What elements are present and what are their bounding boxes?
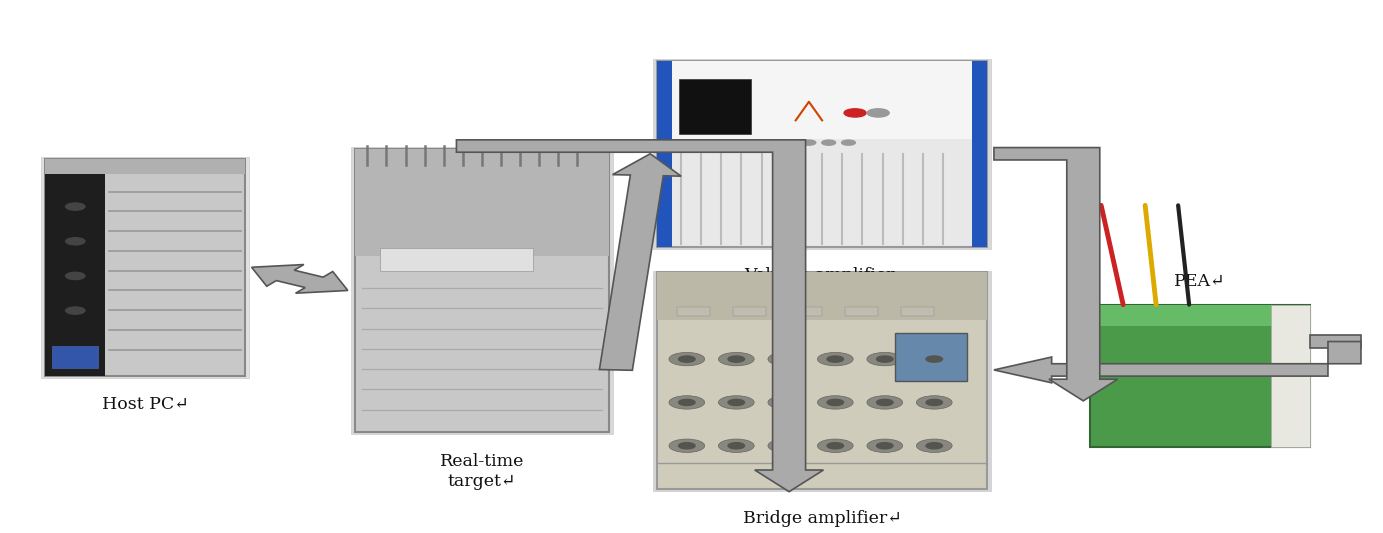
Circle shape	[669, 395, 705, 409]
FancyBboxPatch shape	[657, 272, 987, 320]
Circle shape	[877, 443, 893, 449]
Polygon shape	[599, 154, 680, 370]
Circle shape	[679, 356, 696, 362]
FancyBboxPatch shape	[672, 61, 972, 139]
Circle shape	[727, 399, 744, 406]
Circle shape	[817, 352, 853, 366]
Circle shape	[917, 439, 952, 453]
FancyBboxPatch shape	[354, 149, 609, 432]
FancyBboxPatch shape	[1090, 305, 1310, 326]
Circle shape	[817, 439, 853, 453]
Circle shape	[65, 307, 84, 314]
Circle shape	[669, 439, 705, 453]
FancyBboxPatch shape	[676, 307, 709, 316]
Circle shape	[827, 443, 844, 449]
Text: Real-time
target↵: Real-time target↵	[440, 453, 524, 490]
Circle shape	[822, 140, 835, 145]
Circle shape	[877, 399, 893, 406]
Circle shape	[917, 395, 952, 409]
FancyBboxPatch shape	[46, 159, 245, 174]
Circle shape	[679, 443, 696, 449]
Circle shape	[65, 203, 84, 210]
FancyBboxPatch shape	[657, 272, 987, 489]
Circle shape	[777, 356, 794, 362]
FancyBboxPatch shape	[350, 147, 613, 434]
Circle shape	[917, 352, 952, 366]
Circle shape	[783, 140, 797, 145]
FancyBboxPatch shape	[653, 271, 992, 491]
FancyBboxPatch shape	[657, 61, 987, 247]
FancyBboxPatch shape	[653, 59, 992, 249]
Circle shape	[727, 443, 744, 449]
Circle shape	[802, 140, 816, 145]
Circle shape	[768, 352, 804, 366]
FancyBboxPatch shape	[1271, 305, 1310, 447]
Circle shape	[718, 439, 754, 453]
Circle shape	[827, 356, 844, 362]
FancyBboxPatch shape	[845, 307, 878, 316]
Polygon shape	[456, 140, 823, 491]
FancyBboxPatch shape	[53, 346, 98, 368]
Text: Bridge amplifier↵: Bridge amplifier↵	[743, 510, 902, 527]
Circle shape	[65, 238, 84, 245]
Circle shape	[669, 352, 705, 366]
Circle shape	[817, 395, 853, 409]
Circle shape	[844, 109, 866, 117]
Circle shape	[718, 352, 754, 366]
Circle shape	[927, 399, 942, 406]
FancyBboxPatch shape	[895, 333, 967, 381]
Circle shape	[927, 356, 942, 362]
FancyBboxPatch shape	[1090, 305, 1310, 447]
FancyBboxPatch shape	[41, 157, 249, 378]
FancyBboxPatch shape	[733, 307, 766, 316]
Text: Voltage amplifier·: Voltage amplifier·	[744, 267, 900, 284]
FancyBboxPatch shape	[46, 159, 245, 376]
FancyBboxPatch shape	[790, 307, 822, 316]
FancyBboxPatch shape	[902, 307, 935, 316]
Text: Host PC↵: Host PC↵	[102, 396, 188, 413]
Circle shape	[927, 443, 942, 449]
Circle shape	[827, 399, 844, 406]
Circle shape	[768, 439, 804, 453]
FancyBboxPatch shape	[972, 61, 987, 247]
FancyBboxPatch shape	[354, 149, 609, 256]
Circle shape	[768, 395, 804, 409]
FancyBboxPatch shape	[657, 61, 672, 247]
FancyBboxPatch shape	[679, 79, 751, 134]
Polygon shape	[994, 148, 1117, 401]
Circle shape	[842, 140, 855, 145]
Circle shape	[727, 356, 744, 362]
Circle shape	[877, 356, 893, 362]
Circle shape	[867, 395, 903, 409]
FancyBboxPatch shape	[380, 248, 532, 271]
Polygon shape	[994, 342, 1361, 383]
Circle shape	[65, 272, 84, 279]
FancyBboxPatch shape	[46, 159, 105, 376]
Circle shape	[777, 443, 794, 449]
Circle shape	[867, 109, 889, 117]
Circle shape	[718, 395, 754, 409]
Circle shape	[777, 399, 794, 406]
Circle shape	[679, 399, 696, 406]
Circle shape	[867, 439, 903, 453]
Text: PEA↵: PEA↵	[1174, 273, 1225, 290]
Polygon shape	[1310, 335, 1361, 348]
Circle shape	[867, 352, 903, 366]
Polygon shape	[252, 264, 349, 293]
